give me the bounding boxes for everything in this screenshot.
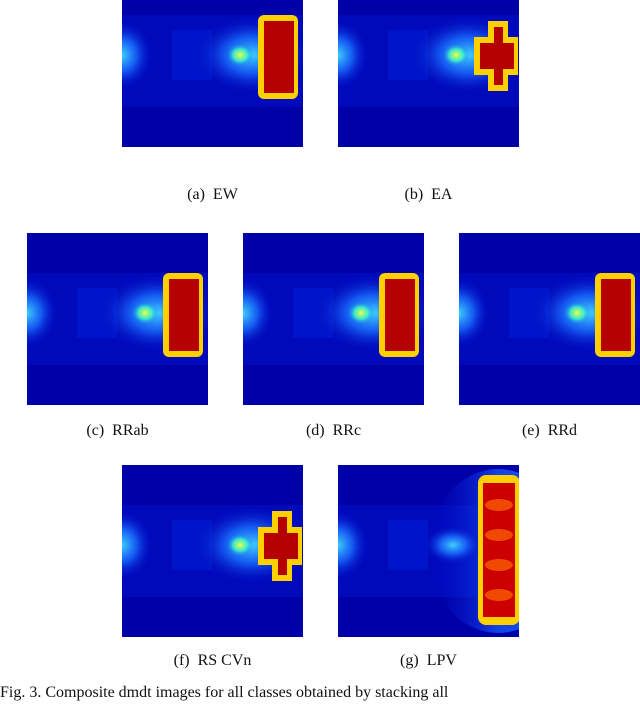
heatmap-shape [485, 589, 513, 601]
heatmap-shape [169, 279, 199, 351]
heatmap-image [338, 0, 519, 147]
heatmap-shape [385, 279, 415, 351]
panel-caption: (d) RRc [305, 422, 362, 439]
heatmap-image [122, 0, 303, 147]
heatmap-shape [338, 509, 370, 581]
heatmap-shape [264, 21, 294, 93]
heatmap-shape [338, 19, 370, 91]
panel-caption: (g) LPV [400, 652, 457, 669]
panel-caption: (c) RRab [86, 422, 149, 439]
panel-caption: (b) EA [404, 186, 453, 203]
heatmap-shape [485, 499, 513, 511]
heatmap-shape [459, 277, 491, 349]
heatmap-image [243, 233, 424, 405]
panel-caption: (f) RS CVn [173, 652, 252, 669]
heatmap-shape [485, 559, 513, 571]
heatmap-image [122, 465, 303, 637]
heatmap-shape [485, 529, 513, 541]
heatmap-image [338, 465, 519, 637]
heatmap-image [27, 233, 208, 405]
heatmap-shape [442, 43, 470, 67]
figure-caption: Fig. 3. Composite dmdt images for all cl… [0, 684, 449, 701]
heatmap-image [459, 233, 640, 405]
heatmap-shape [563, 301, 591, 325]
heatmap-shape [388, 520, 428, 570]
heatmap-shape [122, 509, 154, 581]
heatmap-shape [264, 517, 298, 575]
heatmap-shape [347, 301, 375, 325]
heatmap-shape [226, 43, 254, 67]
heatmap-shape [27, 277, 59, 349]
panel-caption: (a) EW [187, 186, 238, 203]
heatmap-shape [601, 279, 631, 351]
heatmap-shape [226, 533, 254, 557]
heatmap-shape [131, 301, 159, 325]
heatmap-shape [480, 27, 514, 85]
heatmap-shape [243, 277, 275, 349]
heatmap-shape [122, 19, 154, 91]
panel-caption: (e) RRd [521, 422, 578, 439]
heatmap-shape [423, 525, 483, 565]
